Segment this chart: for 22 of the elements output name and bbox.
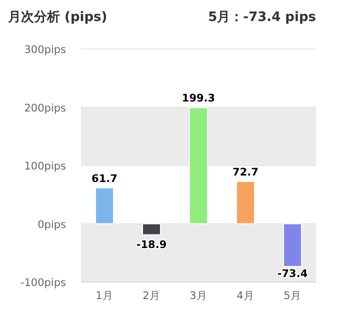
chart-subtitle: 5月：-73.4 pips <box>208 10 316 25</box>
y-tick-label: 300pips <box>24 44 66 56</box>
data-label: 61.7 <box>92 172 118 185</box>
chart-title: 月次分析 (pips) <box>7 10 108 25</box>
data-label: -18.9 <box>136 238 167 251</box>
data-label: 199.3 <box>182 92 216 105</box>
x-tick-label: 1月 <box>96 290 114 302</box>
y-tick-label: 200pips <box>24 102 66 114</box>
bar <box>142 223 161 236</box>
bar <box>283 223 302 268</box>
bar <box>236 180 255 224</box>
y-tick-label: -100pips <box>20 277 66 289</box>
data-label: 72.7 <box>232 166 258 178</box>
bar <box>189 107 208 224</box>
x-tick-label: 5月 <box>284 290 302 302</box>
data-label: -73.4 <box>277 268 308 280</box>
x-tick-label: 3月 <box>190 290 208 302</box>
y-tick-label: 0pips <box>38 218 66 231</box>
y-tick-label: 100pips <box>24 160 66 172</box>
bar <box>95 187 114 224</box>
x-tick-label: 2月 <box>142 290 160 302</box>
x-tick-label: 4月 <box>236 290 254 302</box>
